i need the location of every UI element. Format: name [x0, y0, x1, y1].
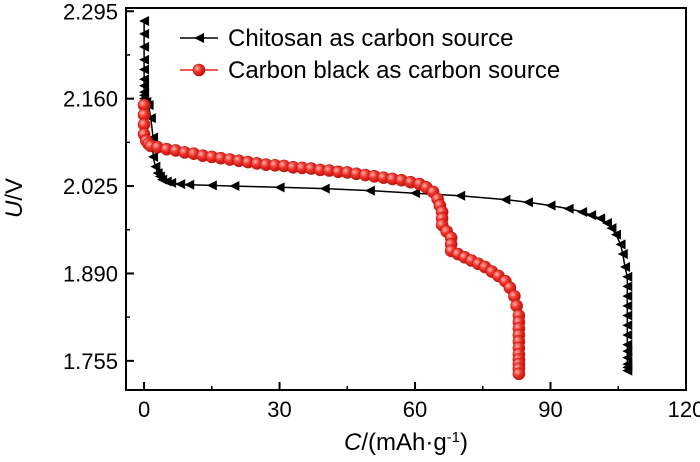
data-point [139, 41, 150, 52]
series-2 [137, 98, 526, 381]
data-point [139, 80, 150, 91]
data-point [229, 181, 240, 192]
x-axis: 0 30 60 90 120 [138, 382, 700, 422]
data-point [622, 346, 633, 357]
data-point [175, 179, 186, 190]
data-point [622, 310, 633, 321]
data-point [617, 249, 628, 260]
data-point [622, 352, 633, 363]
data-point [274, 182, 285, 193]
data-point [145, 113, 156, 124]
legend-marker [194, 33, 204, 43]
data-point [319, 183, 330, 194]
y-axis: 1.755 1.890 2.025 2.160 2.295 [63, 0, 134, 374]
data-point [622, 271, 633, 282]
legend-label: Carbon black as carbon source [228, 57, 560, 84]
data-point [184, 179, 195, 190]
data-point [622, 329, 633, 340]
data-point [620, 261, 631, 272]
data-point [166, 177, 177, 188]
data-point [606, 223, 617, 234]
x-tick-label: 90 [538, 397, 562, 422]
data-point [622, 291, 633, 302]
y-tick-label: 1.755 [63, 349, 118, 374]
data-point [139, 28, 150, 39]
data-point [139, 74, 150, 85]
y-tick-label: 1.890 [63, 261, 118, 286]
x-axis-title: C/(mAh·g-1) [344, 429, 468, 457]
data-point [150, 161, 161, 172]
data-point [622, 300, 633, 311]
legend-item-2: Carbon black as carbon source [180, 57, 560, 84]
series-1 [139, 15, 633, 376]
data-point [148, 132, 159, 143]
y-tick-label: 2.160 [63, 87, 118, 112]
data-point [512, 367, 526, 381]
data-point [622, 365, 633, 376]
data-point [601, 217, 612, 228]
data-point [595, 213, 606, 224]
data-point [615, 239, 626, 250]
legend-label: Chitosan as carbon source [228, 25, 514, 52]
data-point [206, 180, 217, 191]
x-tick-label: 30 [267, 397, 291, 422]
data-point [577, 206, 588, 217]
legend-item-1: Chitosan as carbon source [180, 25, 514, 52]
data-point [586, 210, 597, 221]
y-tick-label: 2.025 [63, 174, 118, 199]
data-point [139, 64, 150, 75]
data-point [139, 54, 150, 65]
y-axis-title: U/V [1, 178, 28, 218]
data-point [622, 281, 633, 292]
x-tick-label: 60 [403, 397, 427, 422]
data-point [622, 320, 633, 331]
x-tick-label: 0 [138, 397, 150, 422]
data-point [622, 339, 633, 350]
data-point [455, 190, 466, 201]
legend-marker [192, 63, 206, 77]
data-point [563, 203, 574, 214]
data-point [148, 151, 159, 162]
y-tick-label: 2.295 [63, 0, 118, 24]
data-point [611, 229, 621, 240]
data-point [545, 200, 556, 211]
data-point [364, 185, 375, 196]
plot-frame [125, 7, 687, 391]
data-point [139, 15, 150, 26]
data-point [500, 194, 511, 205]
data-point [410, 188, 421, 199]
data-point [522, 197, 533, 208]
x-tick-label: 120 [668, 397, 700, 422]
legend: Chitosan as carbon source Carbon black as… [180, 25, 560, 84]
series-layer [137, 15, 633, 381]
series-line [143, 105, 520, 374]
